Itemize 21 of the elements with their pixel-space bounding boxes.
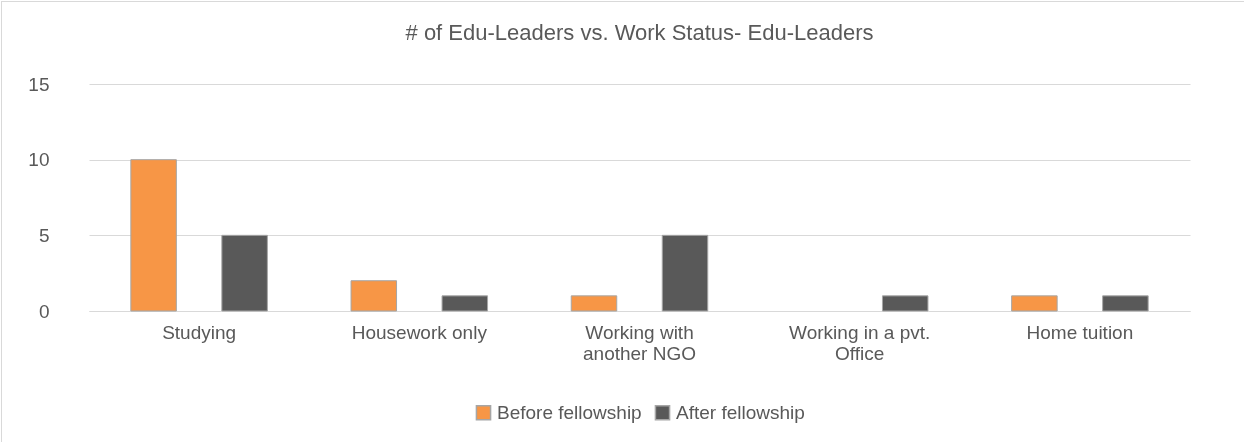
bar — [570, 295, 618, 312]
bar — [350, 280, 398, 312]
legend-label: Before fellowship — [497, 401, 642, 423]
x-tick-label: Working with another NGO — [583, 321, 696, 364]
bar — [1102, 295, 1149, 312]
bar — [661, 234, 709, 312]
x-tick-label: Working in a pvt. Office — [789, 321, 931, 364]
y-tick-label: 15 — [28, 73, 50, 95]
y-tick-label: 10 — [28, 149, 50, 171]
x-tick-label: Home tuition — [1026, 321, 1134, 343]
bar — [881, 295, 929, 312]
y-tick-label: 0 — [38, 300, 50, 322]
bar — [221, 234, 268, 312]
legend-label: After fellowship — [676, 401, 805, 423]
x-tick-label: Housework only — [351, 321, 488, 343]
x-tick-label: Studying — [162, 321, 237, 343]
bar — [130, 159, 177, 312]
y-tick-label: 5 — [38, 224, 50, 246]
bar — [441, 295, 489, 312]
bar — [1011, 295, 1058, 312]
chart-title: # of Edu-Leaders vs. Work Status- Edu-Leaders — [405, 20, 874, 45]
